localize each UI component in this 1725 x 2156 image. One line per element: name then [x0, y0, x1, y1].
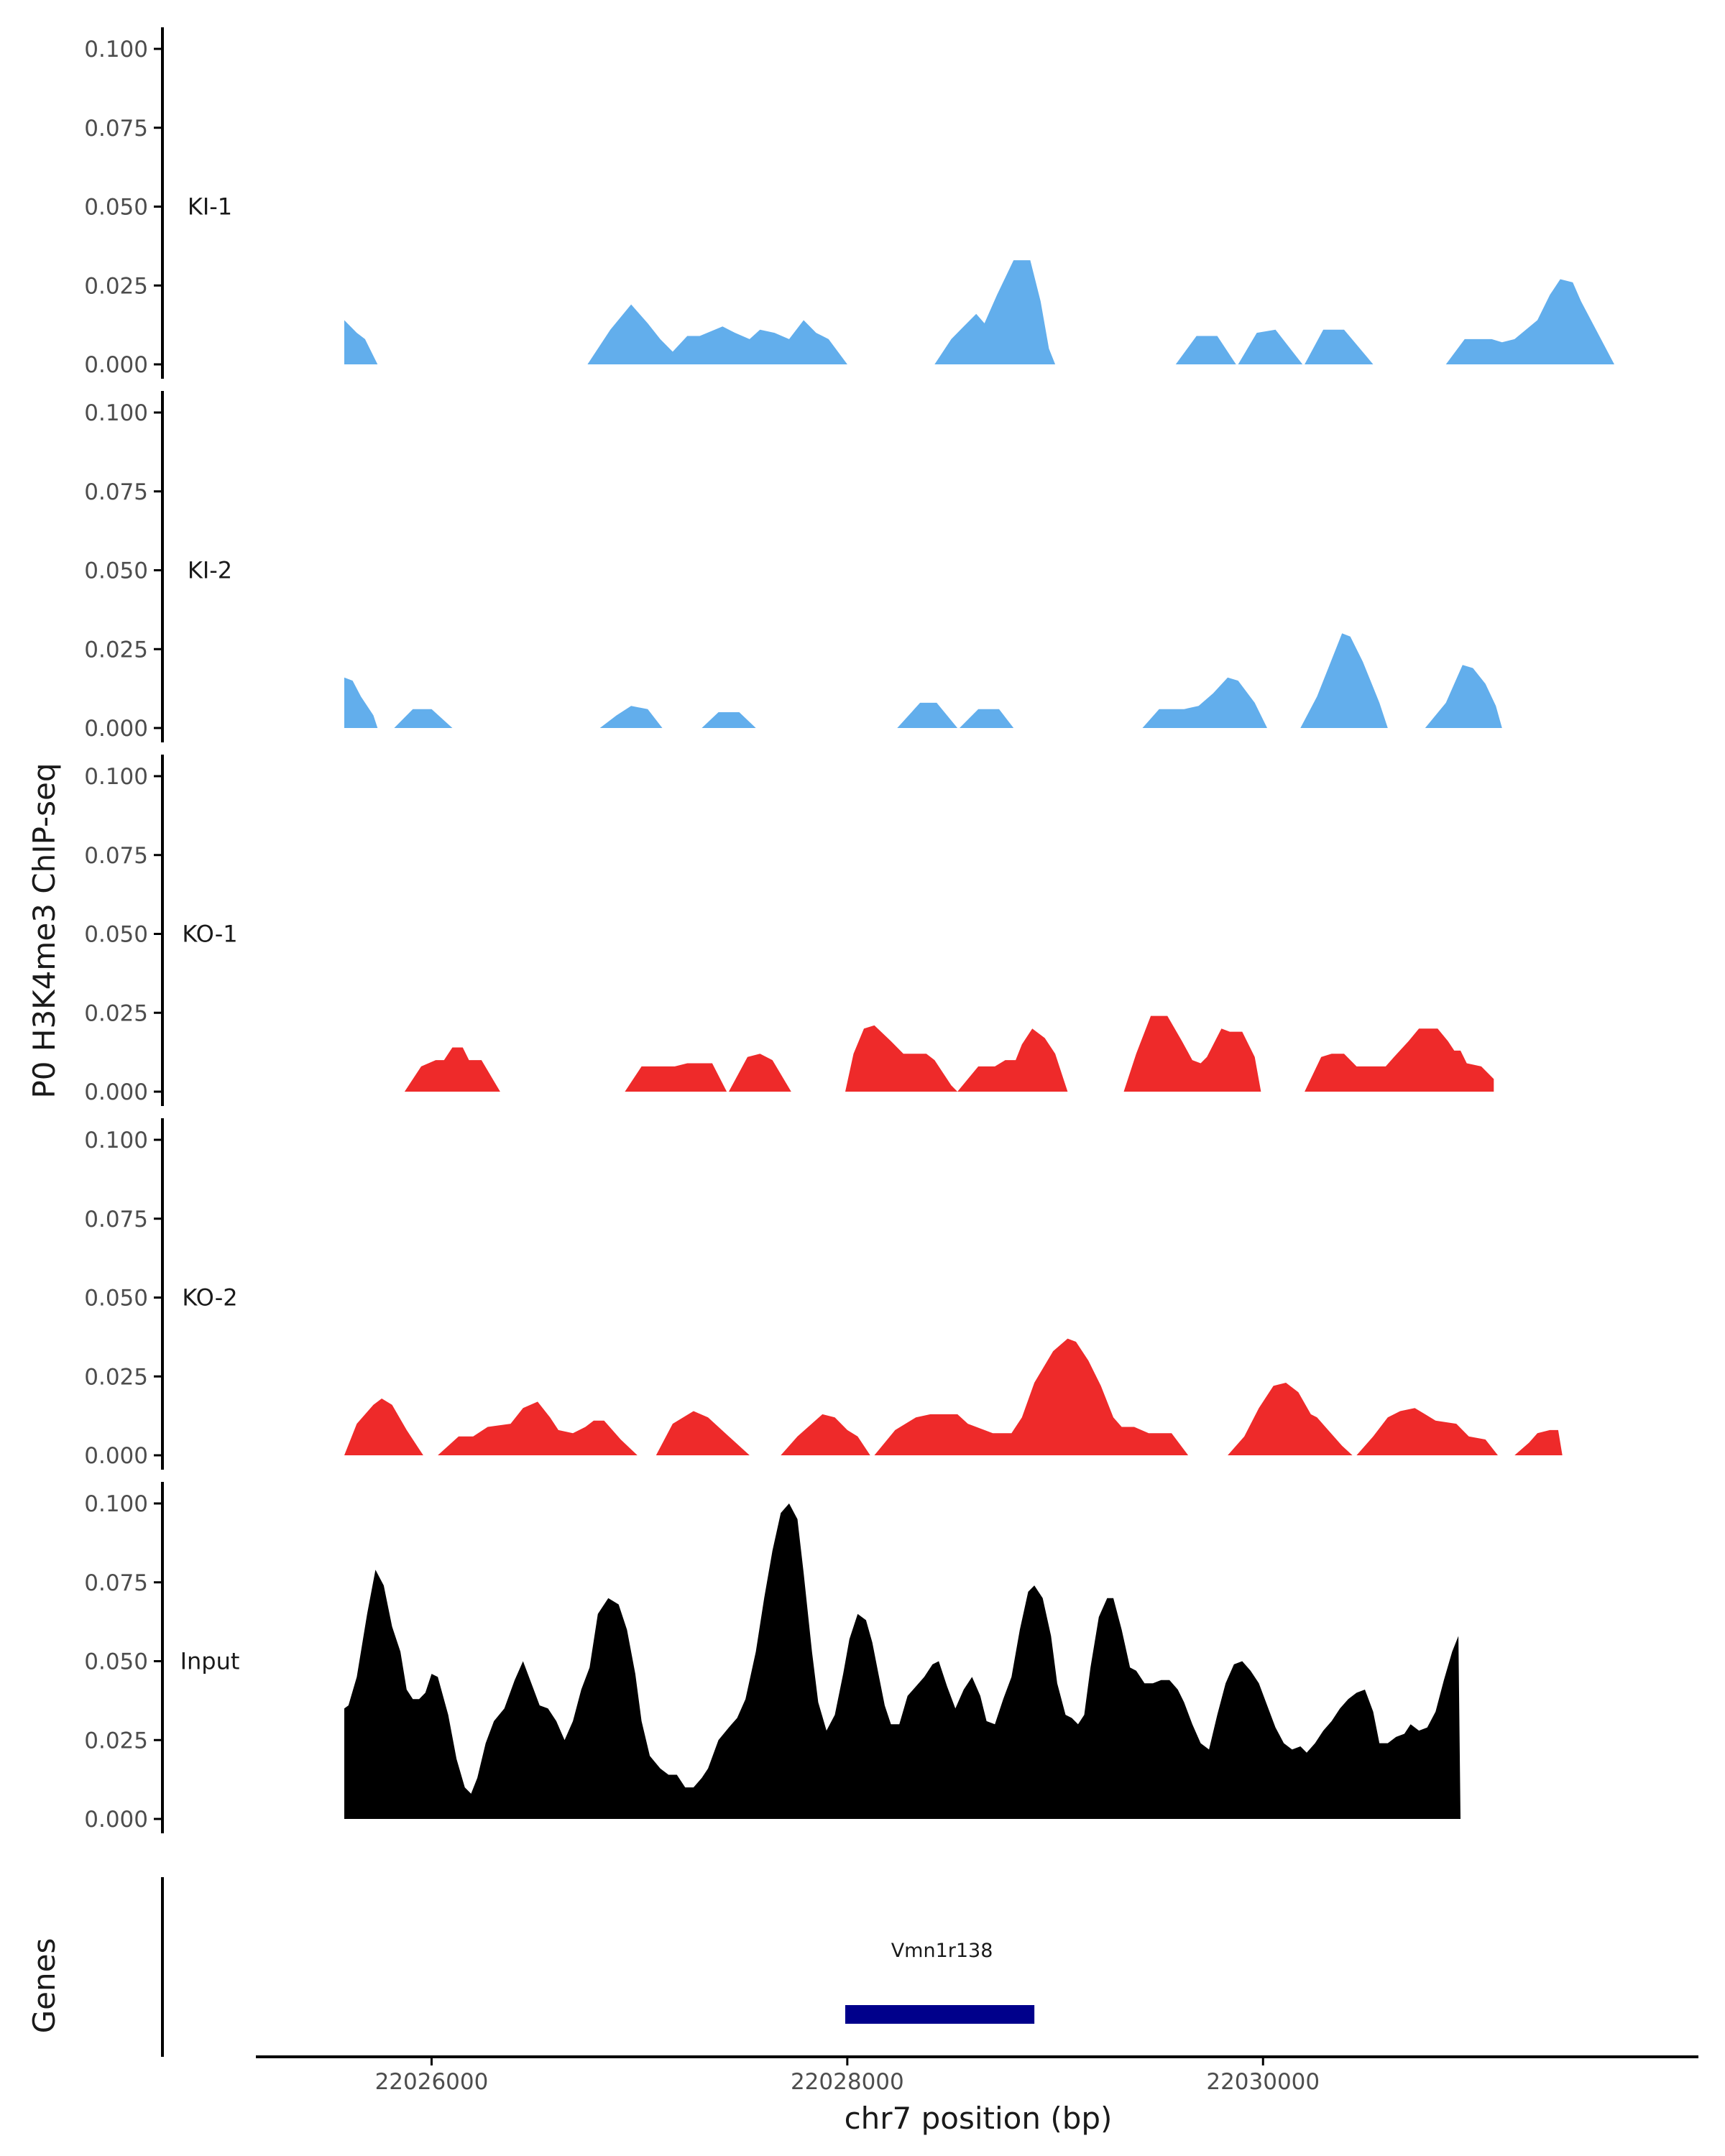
signal-area-ko-2: [1356, 1408, 1498, 1455]
signal-area-ko-1: [1305, 1028, 1494, 1092]
y-tick-label-ki-2: 0.050: [84, 558, 148, 584]
y-tick-label-ki-1: 0.050: [84, 195, 148, 221]
x-axis-title: chr7 position (bp): [845, 2101, 1113, 2136]
y-axis-title: P0 H3K4me3 ChIP-seq: [27, 763, 62, 1098]
signal-area-ki-2: [1142, 677, 1267, 728]
track-label-ki-2: KI-2: [188, 557, 232, 584]
track-label-ki-1: KI-1: [188, 193, 232, 221]
y-tick-label-ko-1: 0.025: [84, 1000, 148, 1026]
y-tick-label-ki-2: 0.025: [84, 637, 148, 663]
y-tick-label-ki-1: 0.075: [84, 116, 148, 142]
gene-label: Vmn1r138: [891, 1940, 993, 1962]
track-label-input: Input: [180, 1648, 240, 1675]
track-label-ko-1: KO-1: [182, 921, 237, 948]
signal-area-ki-1: [934, 260, 1056, 364]
signal-area-ko-2: [1514, 1429, 1563, 1455]
signal-area-ki-2: [344, 677, 378, 728]
signal-area-ki-1: [344, 320, 378, 364]
y-tick-label-input: 0.050: [84, 1649, 148, 1675]
y-tick-label-ko-1: 0.100: [84, 764, 148, 790]
y-tick-label-ko-2: 0.075: [84, 1207, 148, 1233]
signal-area-ko-1: [404, 1047, 500, 1092]
signal-area-ko-2: [656, 1411, 750, 1455]
y-tick-label-ki-1: 0.100: [84, 37, 148, 63]
signal-area-ki-2: [1425, 665, 1502, 728]
x-tick-label: 22030000: [1206, 2069, 1320, 2095]
signal-area-ki-2: [394, 709, 453, 728]
signal-area-ko-1: [625, 1063, 727, 1092]
signal-area-ki-2: [599, 706, 663, 728]
y-tick-label-input: 0.000: [84, 1807, 148, 1833]
y-tick-label-input: 0.075: [84, 1570, 148, 1596]
gene-panel-title: Genes: [27, 1938, 62, 2034]
y-tick-label-ko-1: 0.075: [84, 843, 148, 869]
signal-area-ki-2: [702, 712, 756, 728]
y-tick-label-ki-2: 0.075: [84, 479, 148, 505]
signal-area-ki-1: [1175, 336, 1236, 364]
signal-area-ko-2: [344, 1399, 423, 1455]
signal-area-input: [344, 1503, 1460, 1819]
signal-area-ko-1: [729, 1054, 791, 1092]
y-tick-label-ko-2: 0.000: [84, 1443, 148, 1469]
signal-area-ki-1: [1305, 329, 1374, 364]
signal-area-ki-1: [1445, 279, 1614, 364]
y-tick-label-ko-2: 0.100: [84, 1128, 148, 1153]
gene-bar: [845, 2005, 1035, 2024]
signal-area-ki-2: [1300, 633, 1388, 728]
y-tick-label-input: 0.100: [84, 1491, 148, 1517]
signal-area-ko-2: [1228, 1383, 1353, 1455]
y-tick-label-ko-1: 0.050: [84, 922, 148, 948]
signal-area-ki-1: [1238, 329, 1303, 364]
signal-area-ko-2: [438, 1401, 638, 1455]
track-label-ko-2: KO-2: [182, 1284, 237, 1312]
signal-area-ko-1: [1123, 1015, 1261, 1092]
y-tick-label-ki-1: 0.025: [84, 273, 148, 299]
y-tick-label-ki-2: 0.100: [84, 400, 148, 426]
y-tick-label-ko-1: 0.000: [84, 1079, 148, 1105]
y-tick-label-ko-2: 0.025: [84, 1364, 148, 1390]
x-tick-label: 22028000: [791, 2069, 904, 2095]
y-tick-label-input: 0.025: [84, 1728, 148, 1754]
x-tick-label: 22026000: [375, 2069, 489, 2095]
signal-area-ki-2: [897, 702, 958, 728]
y-tick-label-ki-1: 0.000: [84, 352, 148, 378]
y-tick-label-ko-2: 0.050: [84, 1286, 148, 1312]
signal-area-ki-2: [960, 709, 1014, 728]
signal-area-ko-2: [874, 1338, 1189, 1455]
signal-area-ko-1: [845, 1025, 1068, 1092]
signal-area-ko-2: [781, 1414, 870, 1455]
y-tick-label-ki-2: 0.000: [84, 716, 148, 742]
signal-area-ki-1: [587, 304, 847, 364]
